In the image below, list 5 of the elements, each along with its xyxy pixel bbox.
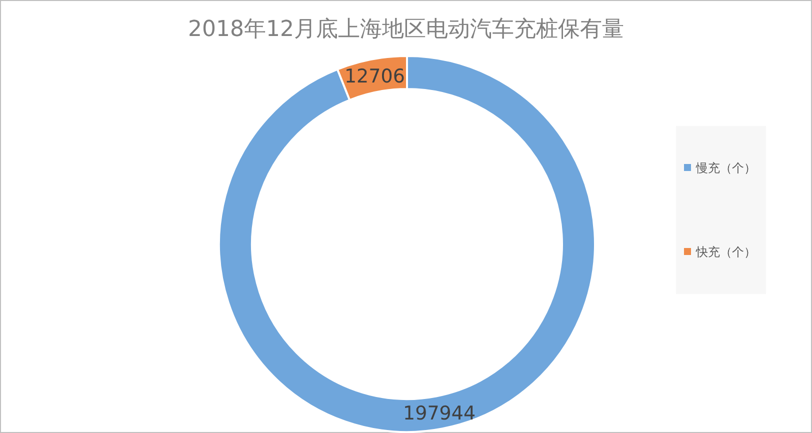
chart-title: 2018年12月底上海地区电动汽车充桩保有量 [188,17,624,42]
legend-label: 快充（个） [695,245,756,259]
data-label: 12706 [344,66,405,88]
data-label: 197944 [403,402,476,424]
legend-label: 慢充（个） [695,161,756,175]
